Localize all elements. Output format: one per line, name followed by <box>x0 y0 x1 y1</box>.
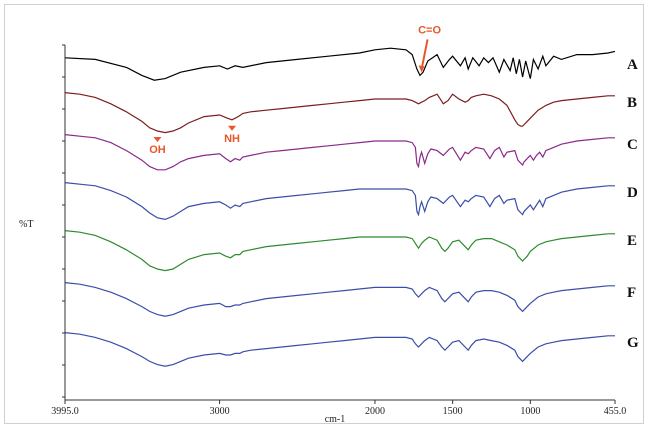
annotation-arrowhead <box>228 125 237 131</box>
x-tick-label: 455.0 <box>604 406 627 417</box>
y-axis-label: %T <box>19 219 33 230</box>
series-label-g: G <box>627 335 639 351</box>
series-label-b: B <box>627 95 637 111</box>
series-line-d <box>64 182 615 221</box>
series-line-c <box>64 134 615 171</box>
series-line-f <box>64 282 615 317</box>
annotation-label: C=O <box>418 24 441 36</box>
chart-frame: %T cm-1 3995.0 3000 2000 1500 1000 455.0 A B C D E… <box>4 4 644 425</box>
series-label-c: C <box>627 137 638 153</box>
series-line-b <box>64 92 615 134</box>
series-label-a: A <box>627 57 638 73</box>
series-line-a <box>64 47 616 81</box>
series-label-e: E <box>627 233 637 249</box>
annotation-arrowhead <box>418 65 425 73</box>
annotation-label: NH <box>224 133 240 145</box>
x-tick-label: 1000 <box>520 406 540 417</box>
series-label-d: D <box>627 185 638 201</box>
annotation-label: OH <box>149 144 166 156</box>
annotation-arrowhead <box>153 137 162 142</box>
series-line-g <box>64 332 615 367</box>
x-tick-label: 2000 <box>365 406 385 417</box>
ftir-chart: %T cm-1 3995.0 3000 2000 1500 1000 455.0 A B C D E… <box>19 24 639 425</box>
series-line-e <box>64 230 615 272</box>
x-tick-label: 3995.0 <box>51 406 79 417</box>
series-label-f: F <box>627 285 636 301</box>
x-tick-label: 1500 <box>443 406 463 417</box>
x-tick-label: 3000 <box>210 406 230 417</box>
annotation-arrow <box>420 39 429 70</box>
x-axis-label: cm-1 <box>325 414 346 425</box>
